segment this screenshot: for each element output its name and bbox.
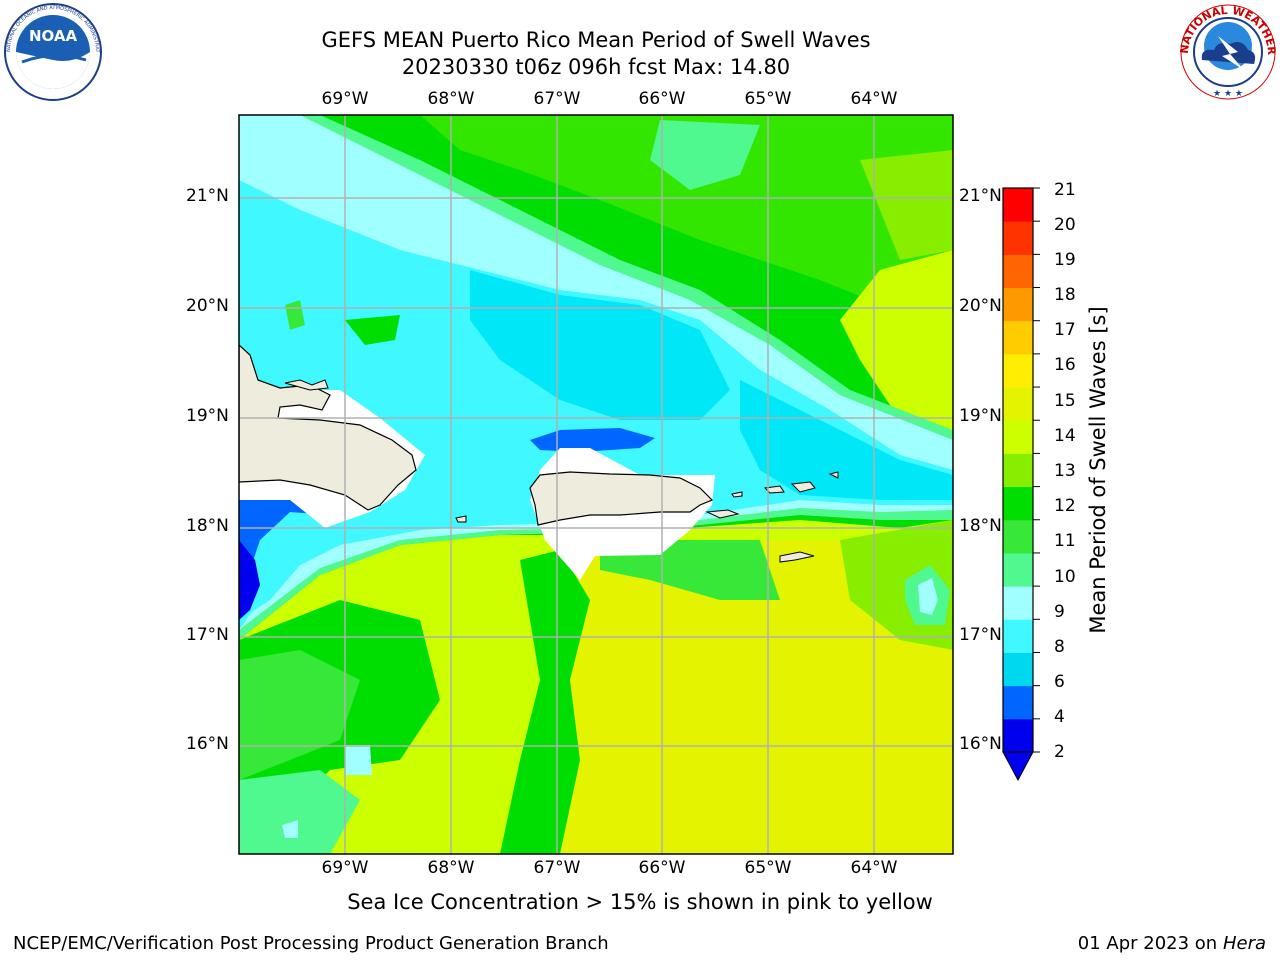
colorbar-tick: 20 (1054, 215, 1076, 235)
noaa-logo-text: NOAA (29, 27, 78, 45)
map-title: GEFS MEAN Puerto Rico Mean Period of Swe… (321, 28, 871, 52)
colorbar-tick: 2 (1054, 742, 1065, 762)
colorbar-segment (1003, 552, 1033, 587)
colorbar-tick: 10 (1054, 567, 1076, 587)
colorbar-segment (1003, 586, 1033, 620)
colorbar-tick: 14 (1054, 426, 1076, 446)
lat-label-left-18n: 18°N (186, 516, 229, 536)
colorbar-tick: 17 (1054, 320, 1076, 340)
colorbar-segment (1003, 519, 1033, 554)
svg-text:★ ★ ★: ★ ★ ★ (1213, 89, 1243, 99)
graticule (239, 115, 953, 854)
colorbar-segment (1003, 287, 1033, 322)
lat-label-right-16n: 16°N (959, 734, 1002, 754)
colorbar-tick: 19 (1054, 250, 1076, 270)
colorbar-tick: 6 (1054, 672, 1065, 692)
colorbar-segment (1003, 353, 1033, 388)
lon-label-top-65w: 65°W (744, 89, 792, 109)
lon-label-bottom-69w: 69°W (321, 858, 369, 878)
colorbar (1003, 187, 1040, 753)
colorbar-tick: 15 (1054, 391, 1076, 411)
lon-label-top-66w: 66°W (638, 89, 686, 109)
colorbar-segment (1003, 718, 1033, 753)
colorbar-segment (1003, 188, 1033, 222)
colorbar-tick: 12 (1054, 496, 1076, 516)
sea-ice-note: Sea Ice Concentration > 15% is shown in … (347, 890, 933, 914)
lat-label-right-21n: 21°N (959, 186, 1002, 206)
lat-label-left-19n: 19°N (186, 406, 229, 426)
colorbar-tick: 16 (1054, 355, 1076, 375)
lat-label-right-19n: 19°N (959, 406, 1002, 426)
colorbar-segment (1003, 221, 1033, 255)
lat-label-left-16n: 16°N (186, 734, 229, 754)
colorbar-segment (1003, 685, 1033, 720)
colorbar-segment (1003, 387, 1033, 421)
lat-label-right-18n: 18°N (959, 516, 1002, 536)
colorbar-segment (1003, 254, 1033, 289)
colorbar-extend-triangle (1002, 751, 1034, 782)
lon-label-bottom-64w: 64°W (850, 858, 898, 878)
lon-label-bottom-67w: 67°W (533, 858, 581, 878)
lon-label-top-69w: 69°W (321, 89, 369, 109)
lon-label-top-64w: 64°W (850, 89, 898, 109)
colorbar-segment (1003, 453, 1033, 488)
colorbar-tick: 21 (1054, 180, 1076, 200)
lat-label-right-20n: 20°N (959, 296, 1002, 316)
colorbar-tick: 18 (1054, 285, 1076, 305)
colorbar-tick: 11 (1054, 531, 1076, 551)
machine-name: Hera (1222, 933, 1266, 954)
lat-label-left-21n: 21°N (186, 186, 229, 206)
lat-label-right-17n: 17°N (959, 625, 1002, 645)
map-frame (238, 114, 954, 855)
colorbar-tick: 4 (1054, 707, 1065, 727)
lon-label-bottom-65w: 65°W (744, 858, 792, 878)
colorbar-segment (1003, 486, 1033, 521)
map-field (239, 115, 953, 854)
lon-label-top-68w: 68°W (427, 89, 475, 109)
lon-label-bottom-66w: 66°W (638, 858, 686, 878)
org-credit: NCEP/EMC/Verification Post Processing Pr… (13, 933, 609, 954)
lon-label-bottom-68w: 68°W (427, 858, 475, 878)
generation-date: 01 Apr 2023 on Hera (1077, 933, 1266, 954)
colorbar-segment (1003, 652, 1033, 687)
colorbar-tick: 9 (1054, 602, 1065, 622)
colorbar-tick: 8 (1054, 637, 1065, 657)
map-subtitle: 20230330 t06z 096h fcst Max: 14.80 (401, 55, 791, 79)
lat-label-left-17n: 17°N (186, 625, 229, 645)
lon-label-top-67w: 67°W (533, 89, 581, 109)
noaa-logo: NOAA NATIONAL OCEANIC AND ATMOSPHERIC AD… (2, 2, 102, 101)
lat-label-left-20n: 20°N (186, 296, 229, 316)
colorbar-segment (1003, 420, 1033, 454)
colorbar-label: Mean Period of Swell Waves [s] (1086, 306, 1110, 634)
colorbar-tick: 13 (1054, 461, 1076, 481)
nws-logo: NATIONAL WEATHER SERVICE ★ ★ ★ (1178, 2, 1278, 100)
colorbar-segment (1003, 320, 1033, 355)
colorbar-segment (1003, 619, 1033, 653)
